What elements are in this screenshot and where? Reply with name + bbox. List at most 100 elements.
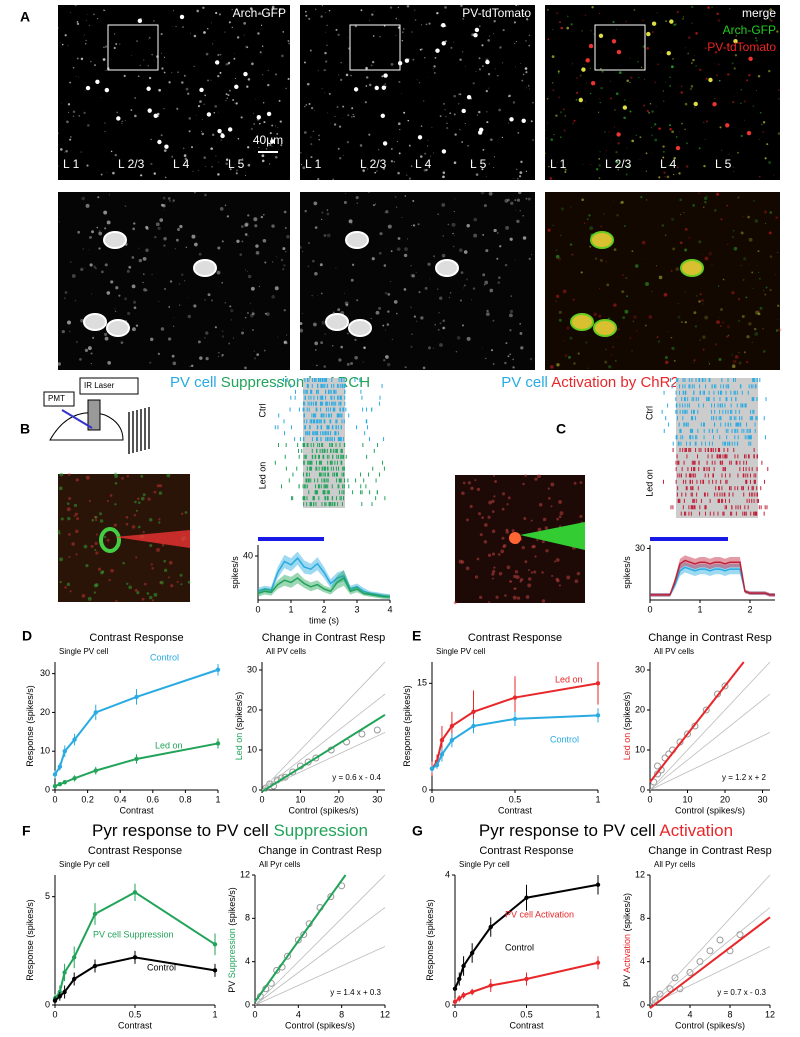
cell-zoom (435, 259, 459, 277)
texture (247, 146, 250, 149)
texture (759, 111, 762, 114)
texture (244, 366, 247, 370)
y-tick-label: 0 (45, 784, 50, 794)
texture (688, 236, 691, 240)
texture (448, 296, 451, 299)
texture (282, 268, 285, 271)
texture (698, 68, 702, 72)
texture (664, 355, 669, 360)
texture (703, 121, 705, 124)
cell (234, 84, 239, 90)
texture (113, 523, 117, 527)
data-point (471, 709, 476, 714)
texture (472, 82, 475, 85)
texture (355, 196, 359, 200)
texture (630, 76, 633, 79)
cell-fit (649, 693, 771, 791)
texture (228, 61, 231, 64)
texture (246, 311, 250, 315)
texture (648, 315, 653, 319)
texture (531, 545, 535, 549)
texture (337, 33, 340, 37)
texture (204, 299, 206, 301)
texture (504, 361, 507, 365)
texture (145, 289, 148, 292)
texture (461, 324, 465, 327)
texture (385, 355, 389, 359)
texture (689, 87, 693, 91)
texture (764, 157, 767, 160)
texture (570, 23, 573, 26)
texture (157, 226, 161, 230)
texture (266, 312, 270, 316)
cell-fit (649, 732, 771, 791)
image-label: PV-tdTomato (462, 6, 531, 20)
rig-label: IR Laser (84, 381, 115, 390)
texture (673, 359, 676, 362)
texture (737, 297, 741, 301)
texture (226, 215, 230, 218)
data-point (595, 960, 601, 965)
texture (581, 198, 584, 202)
texture (83, 111, 86, 115)
texture (777, 251, 779, 254)
series-line (257, 576, 390, 598)
texture (505, 226, 509, 230)
texture (217, 53, 220, 57)
texture (164, 288, 166, 290)
texture (269, 132, 272, 135)
texture (768, 161, 772, 164)
texture (251, 312, 255, 316)
texture (775, 274, 777, 276)
x-label: Contrast (509, 1020, 544, 1030)
texture (328, 9, 331, 12)
texture (104, 227, 107, 230)
texture (389, 6, 393, 9)
cell-zoom (348, 319, 372, 337)
texture (412, 224, 416, 227)
texture (589, 245, 592, 248)
cell (214, 60, 220, 65)
texture (491, 569, 496, 574)
texture (493, 495, 496, 498)
texture (726, 43, 730, 47)
texture (362, 169, 366, 172)
texture (481, 44, 484, 47)
texture (493, 228, 497, 233)
texture (598, 158, 601, 160)
texture (64, 151, 65, 153)
texture (137, 501, 141, 505)
texture (695, 32, 698, 35)
x-tick-label: 0 (452, 1009, 457, 1019)
texture (434, 56, 437, 59)
texture (394, 196, 397, 198)
y-label: Response (spikes/s) (425, 899, 435, 981)
x-tick-label: 12 (380, 1009, 390, 1019)
texture (172, 25, 174, 27)
texture (575, 98, 578, 101)
texture (629, 336, 632, 340)
texture (501, 507, 505, 511)
grating (128, 412, 130, 454)
texture (397, 6, 400, 9)
x-tick-label: 0.5 (520, 1009, 533, 1019)
texture (459, 58, 462, 61)
texture (70, 261, 72, 263)
texture (662, 156, 665, 159)
texture (326, 24, 328, 27)
texture (571, 25, 573, 27)
cell-fit (649, 874, 771, 1006)
texture (247, 163, 251, 167)
texture (477, 512, 482, 516)
texture (397, 171, 400, 175)
y-tick-label: 30 (635, 664, 645, 674)
texture (589, 226, 594, 231)
y-label-part: spikes/s (230, 556, 240, 589)
texture (625, 20, 627, 22)
texture (645, 281, 649, 286)
texture (478, 57, 481, 59)
texture (236, 239, 240, 243)
data-point (488, 924, 493, 930)
texture (108, 578, 111, 582)
grating (140, 409, 142, 451)
